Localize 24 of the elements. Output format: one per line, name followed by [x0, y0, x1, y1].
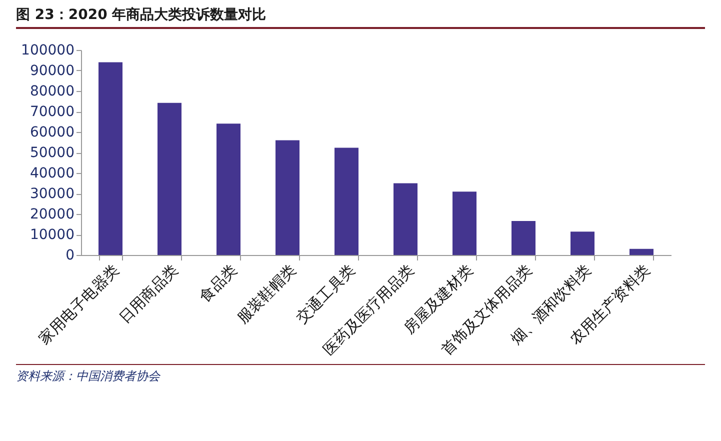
chart-title: 图 23：2020 年商品大类投诉数量对比 [16, 6, 705, 29]
bar [630, 248, 654, 255]
bar [98, 62, 122, 255]
y-tick-label: 40000 [30, 166, 74, 182]
y-tick-label: 60000 [30, 124, 74, 140]
x-tick-label: 食品类 [196, 261, 240, 306]
y-tick-label: 10000 [30, 227, 74, 243]
bar [276, 140, 300, 255]
y-tick-label: 20000 [30, 206, 74, 222]
bar [452, 192, 476, 255]
y-tick-label: 50000 [30, 145, 74, 161]
bar [158, 102, 182, 255]
y-tick-label: 30000 [30, 186, 74, 202]
bar [512, 220, 536, 255]
bar [394, 183, 418, 255]
y-tick-label: 90000 [30, 63, 74, 79]
bar [334, 148, 358, 255]
y-tick-label: 0 [66, 248, 74, 264]
y-tick-label: 80000 [30, 84, 74, 100]
text: 资料来源：中国消费者协会 [16, 364, 705, 385]
y-tick-label: 100000 [21, 42, 74, 58]
bar [570, 232, 594, 255]
bar [216, 124, 240, 255]
y-tick-label: 70000 [30, 104, 74, 120]
